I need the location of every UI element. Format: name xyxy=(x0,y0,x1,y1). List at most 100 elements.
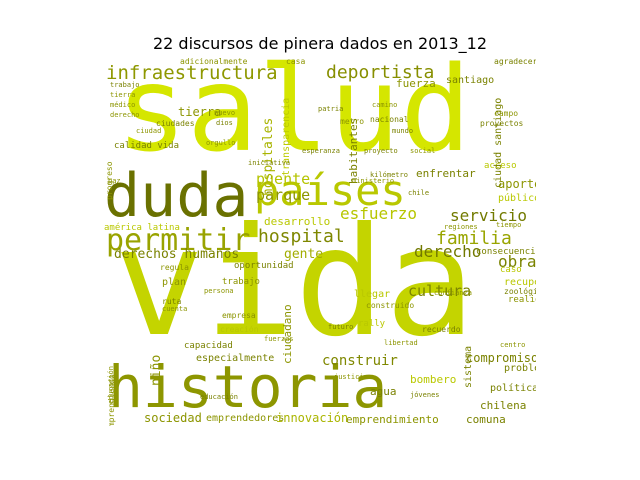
cloud-word: metro xyxy=(340,117,365,126)
cloud-word: emprendedores xyxy=(206,413,285,424)
cloud-word: esfuerzo xyxy=(340,204,418,223)
cloud-word: tierra xyxy=(178,105,222,119)
cloud-word: oportunidad xyxy=(234,261,294,271)
cloud-word: permitir xyxy=(106,223,251,258)
cloud-word: agua xyxy=(370,385,397,398)
cloud-word: zoológico xyxy=(504,287,536,296)
cloud-word: llegar xyxy=(354,289,391,300)
cloud-word: problema xyxy=(504,363,536,374)
cloud-word: justicia xyxy=(334,373,368,381)
cloud-word: niño xyxy=(149,354,164,386)
cloud-word: persona xyxy=(204,287,234,295)
cloud-word: social xyxy=(410,147,436,155)
cloud-word: infraestructura xyxy=(106,62,278,84)
cloud-word: médico xyxy=(110,101,136,109)
cloud-word: caso xyxy=(500,265,522,275)
cloud-word: patria xyxy=(318,105,344,113)
cloud-word: nacional xyxy=(370,115,409,124)
cloud-word: deportista xyxy=(326,62,435,83)
cloud-word: iniciativa xyxy=(248,159,291,167)
cloud-word: américa latina xyxy=(104,223,180,233)
cloud-word: educación xyxy=(107,366,115,404)
cloud-word: emprendimiento xyxy=(346,413,439,426)
cloud-word: chile xyxy=(408,189,430,197)
cloud-word: creación xyxy=(220,325,259,334)
cloud-word: innovación xyxy=(276,411,349,425)
cloud-word: ministerio xyxy=(352,177,395,185)
cloud-word: tiempo xyxy=(496,221,522,229)
cloud-word: mundo xyxy=(392,127,414,135)
cloud-word: tierra xyxy=(110,91,136,99)
cloud-word: desarrollo xyxy=(264,215,331,228)
cloud-word: derecho xyxy=(110,111,140,119)
cloud-word: países xyxy=(254,166,406,215)
cloud-word: trabajo xyxy=(222,277,260,287)
cloud-word: futuro xyxy=(328,323,354,331)
cloud-word: adicionalmente xyxy=(180,58,248,66)
cloud-word: público xyxy=(498,193,536,204)
cloud-word: salud xyxy=(116,58,472,178)
cloud-word: regiones xyxy=(444,223,478,231)
cloud-word: obra xyxy=(498,252,536,271)
cloud-word: recuperar xyxy=(504,277,536,288)
cloud-word: chilena xyxy=(480,399,527,412)
cloud-word: confianza xyxy=(434,289,472,297)
cloud-word: cuenta xyxy=(162,305,188,313)
cloud-word: consecuencia xyxy=(476,247,536,257)
cloud-word: rally xyxy=(358,319,386,329)
cloud-word: centro xyxy=(500,341,526,349)
cloud-word: santiago xyxy=(446,75,495,86)
cloud-word: especialmente xyxy=(196,353,275,364)
cloud-word: aporte xyxy=(498,177,536,191)
cloud-word: gente xyxy=(284,247,324,262)
cloud-word: acceso xyxy=(484,161,517,171)
cloud-word: duda xyxy=(104,161,249,231)
cloud-word: bombero xyxy=(410,373,457,386)
cloud-word: puente xyxy=(256,170,311,188)
cloud-word: nuevo xyxy=(214,109,236,117)
cloud-word: derecho xyxy=(414,242,482,261)
cloud-word: fuerzas xyxy=(264,335,294,343)
cloud-word: agradecer xyxy=(494,58,536,66)
cloud-word: ciudades xyxy=(156,119,195,128)
cloud-word: proyectos xyxy=(480,119,524,128)
cloud-word: hospital xyxy=(258,226,345,247)
cloud-word: paz xyxy=(108,177,121,185)
cloud-word: plan xyxy=(162,277,187,288)
cloud-word: parque xyxy=(256,186,311,204)
cloud-word: empresa xyxy=(222,311,256,320)
cloud-word: sistema xyxy=(463,345,474,388)
cloud-word: realidad xyxy=(508,295,536,305)
cloud-word: vida xyxy=(114,196,476,370)
cloud-word: kilómetro xyxy=(370,171,408,179)
cloud-word: calidad vida xyxy=(114,141,180,151)
cloud-word: ruta xyxy=(162,297,182,306)
cloud-word: construido xyxy=(366,301,415,310)
cloud-word: libertad xyxy=(384,339,418,347)
cloud-word: trabajo xyxy=(110,81,140,89)
cloud-word: recuerdo xyxy=(422,325,461,334)
cloud-word: compromiso xyxy=(466,351,536,365)
cloud-word: regula xyxy=(160,263,189,272)
cloud-word: historia xyxy=(108,353,388,421)
cloud-word: camino xyxy=(372,101,398,109)
cloud-word: comuna xyxy=(466,413,506,426)
cloud-word: jóvenes xyxy=(410,391,440,399)
cloud-word: sociedad xyxy=(144,411,202,425)
cloud-word: dios xyxy=(216,119,233,127)
cloud-word: casa xyxy=(286,58,306,66)
cloud-word: ciudad xyxy=(136,127,162,135)
cloud-word: servicio xyxy=(450,206,528,225)
cloud-word: cultura xyxy=(408,282,472,300)
figure-title: 22 discursos de pinera dados en 2013_12 xyxy=(152,34,488,53)
cloud-word: construir xyxy=(322,353,398,369)
cloud-word: educación xyxy=(200,393,238,401)
cloud-word: política xyxy=(490,383,536,394)
word-cloud: salud vida historia duda países permitir infra… xyxy=(104,58,536,426)
cloud-word: habitantes xyxy=(347,117,360,184)
cloud-word: derechos humanos xyxy=(114,247,240,262)
cloud-word: familia xyxy=(436,228,512,249)
cloud-word: orgullo xyxy=(206,139,236,147)
cloud-word: hospitales xyxy=(261,117,276,196)
cloud-word: fuerza xyxy=(396,77,436,90)
